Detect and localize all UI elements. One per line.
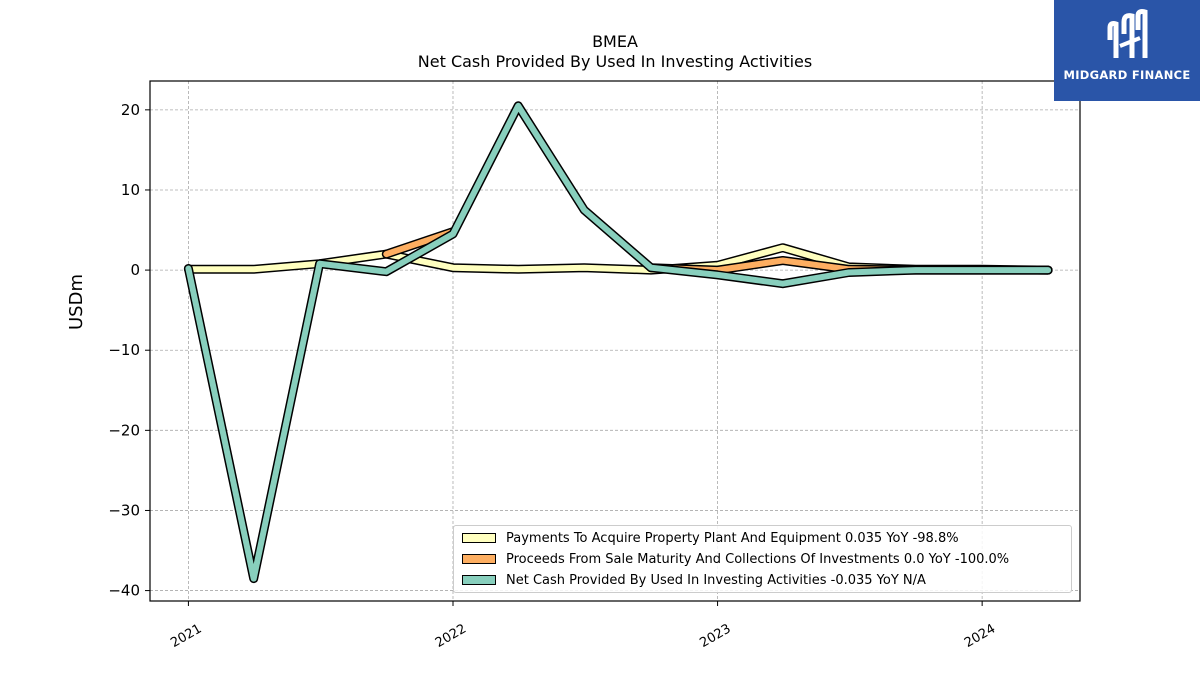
chart-subtitle: Net Cash Provided By Used In Investing A… [417, 52, 813, 71]
axes-frame [149, 80, 1081, 602]
midgard-finance-logo: MIDGARD FINANCE [1054, 0, 1200, 101]
y-tick-label: −20 [108, 421, 140, 439]
x-tick-label: 2022 [433, 621, 469, 651]
logo-mark-icon [1107, 9, 1148, 58]
y-axis-label: USDm [66, 274, 87, 330]
legend-item: Net Cash Provided By Used In Investing A… [462, 570, 926, 590]
chart-title: BMEA [592, 32, 638, 51]
legend-label: Payments To Acquire Property Plant And E… [506, 530, 959, 546]
y-tick-label: 20 [121, 101, 140, 119]
grid-lines [150, 81, 1080, 601]
y-tick-label: −10 [108, 341, 140, 359]
y-tick-label: 0 [130, 261, 140, 279]
legend-label: Proceeds From Sale Maturity And Collecti… [506, 551, 1010, 567]
y-tick-label: −30 [108, 501, 140, 519]
series-line-outline [183, 101, 1053, 584]
legend-label: Net Cash Provided By Used In Investing A… [506, 572, 926, 588]
legend-swatch [462, 575, 496, 585]
x-tick-label: 2024 [962, 621, 998, 651]
chart-legend: Payments To Acquire Property Plant And E… [453, 525, 1072, 593]
legend-item: Proceeds From Sale Maturity And Collecti… [462, 549, 1009, 569]
series-lines [183, 101, 1053, 584]
y-tick-label: 10 [121, 181, 140, 199]
legend-swatch [462, 554, 496, 564]
y-tick-label: −40 [108, 582, 140, 600]
x-tick-label: 2021 [168, 621, 204, 651]
series-line [185, 102, 1052, 582]
logo-text: MIDGARD FINANCE [1063, 68, 1191, 82]
legend-swatch [462, 533, 496, 543]
x-tick-label: 2023 [697, 621, 733, 651]
legend-item: Payments To Acquire Property Plant And E… [462, 528, 959, 548]
